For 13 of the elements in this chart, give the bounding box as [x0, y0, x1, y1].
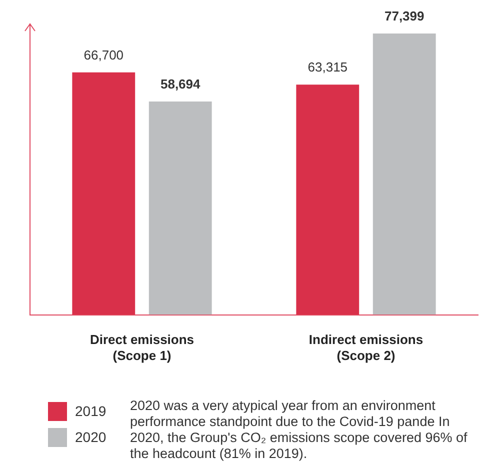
text: 2020 was a very atypical year from an environment performance standpoint due to the Covid-19 pande In 2020, the Group's CO₂ emissions scope covered 96% of the headcount (81% in 2019).: [130, 398, 468, 462]
data-label: 63,315: [308, 60, 348, 75]
legend-label: 2019: [75, 403, 106, 419]
legend-label: 2020: [75, 429, 106, 445]
bar: [372, 33, 436, 315]
bar: [148, 101, 212, 315]
data-label: 66,700: [84, 47, 124, 62]
data-label: 58,694: [160, 76, 202, 92]
x-tick-label: Indirect emissions (Scope 2): [308, 332, 424, 363]
bar: [72, 72, 136, 315]
x-tick-label: Direct emissions (Scope 1): [90, 332, 194, 363]
data-label: 77,399: [384, 8, 424, 24]
bar: [296, 84, 360, 315]
